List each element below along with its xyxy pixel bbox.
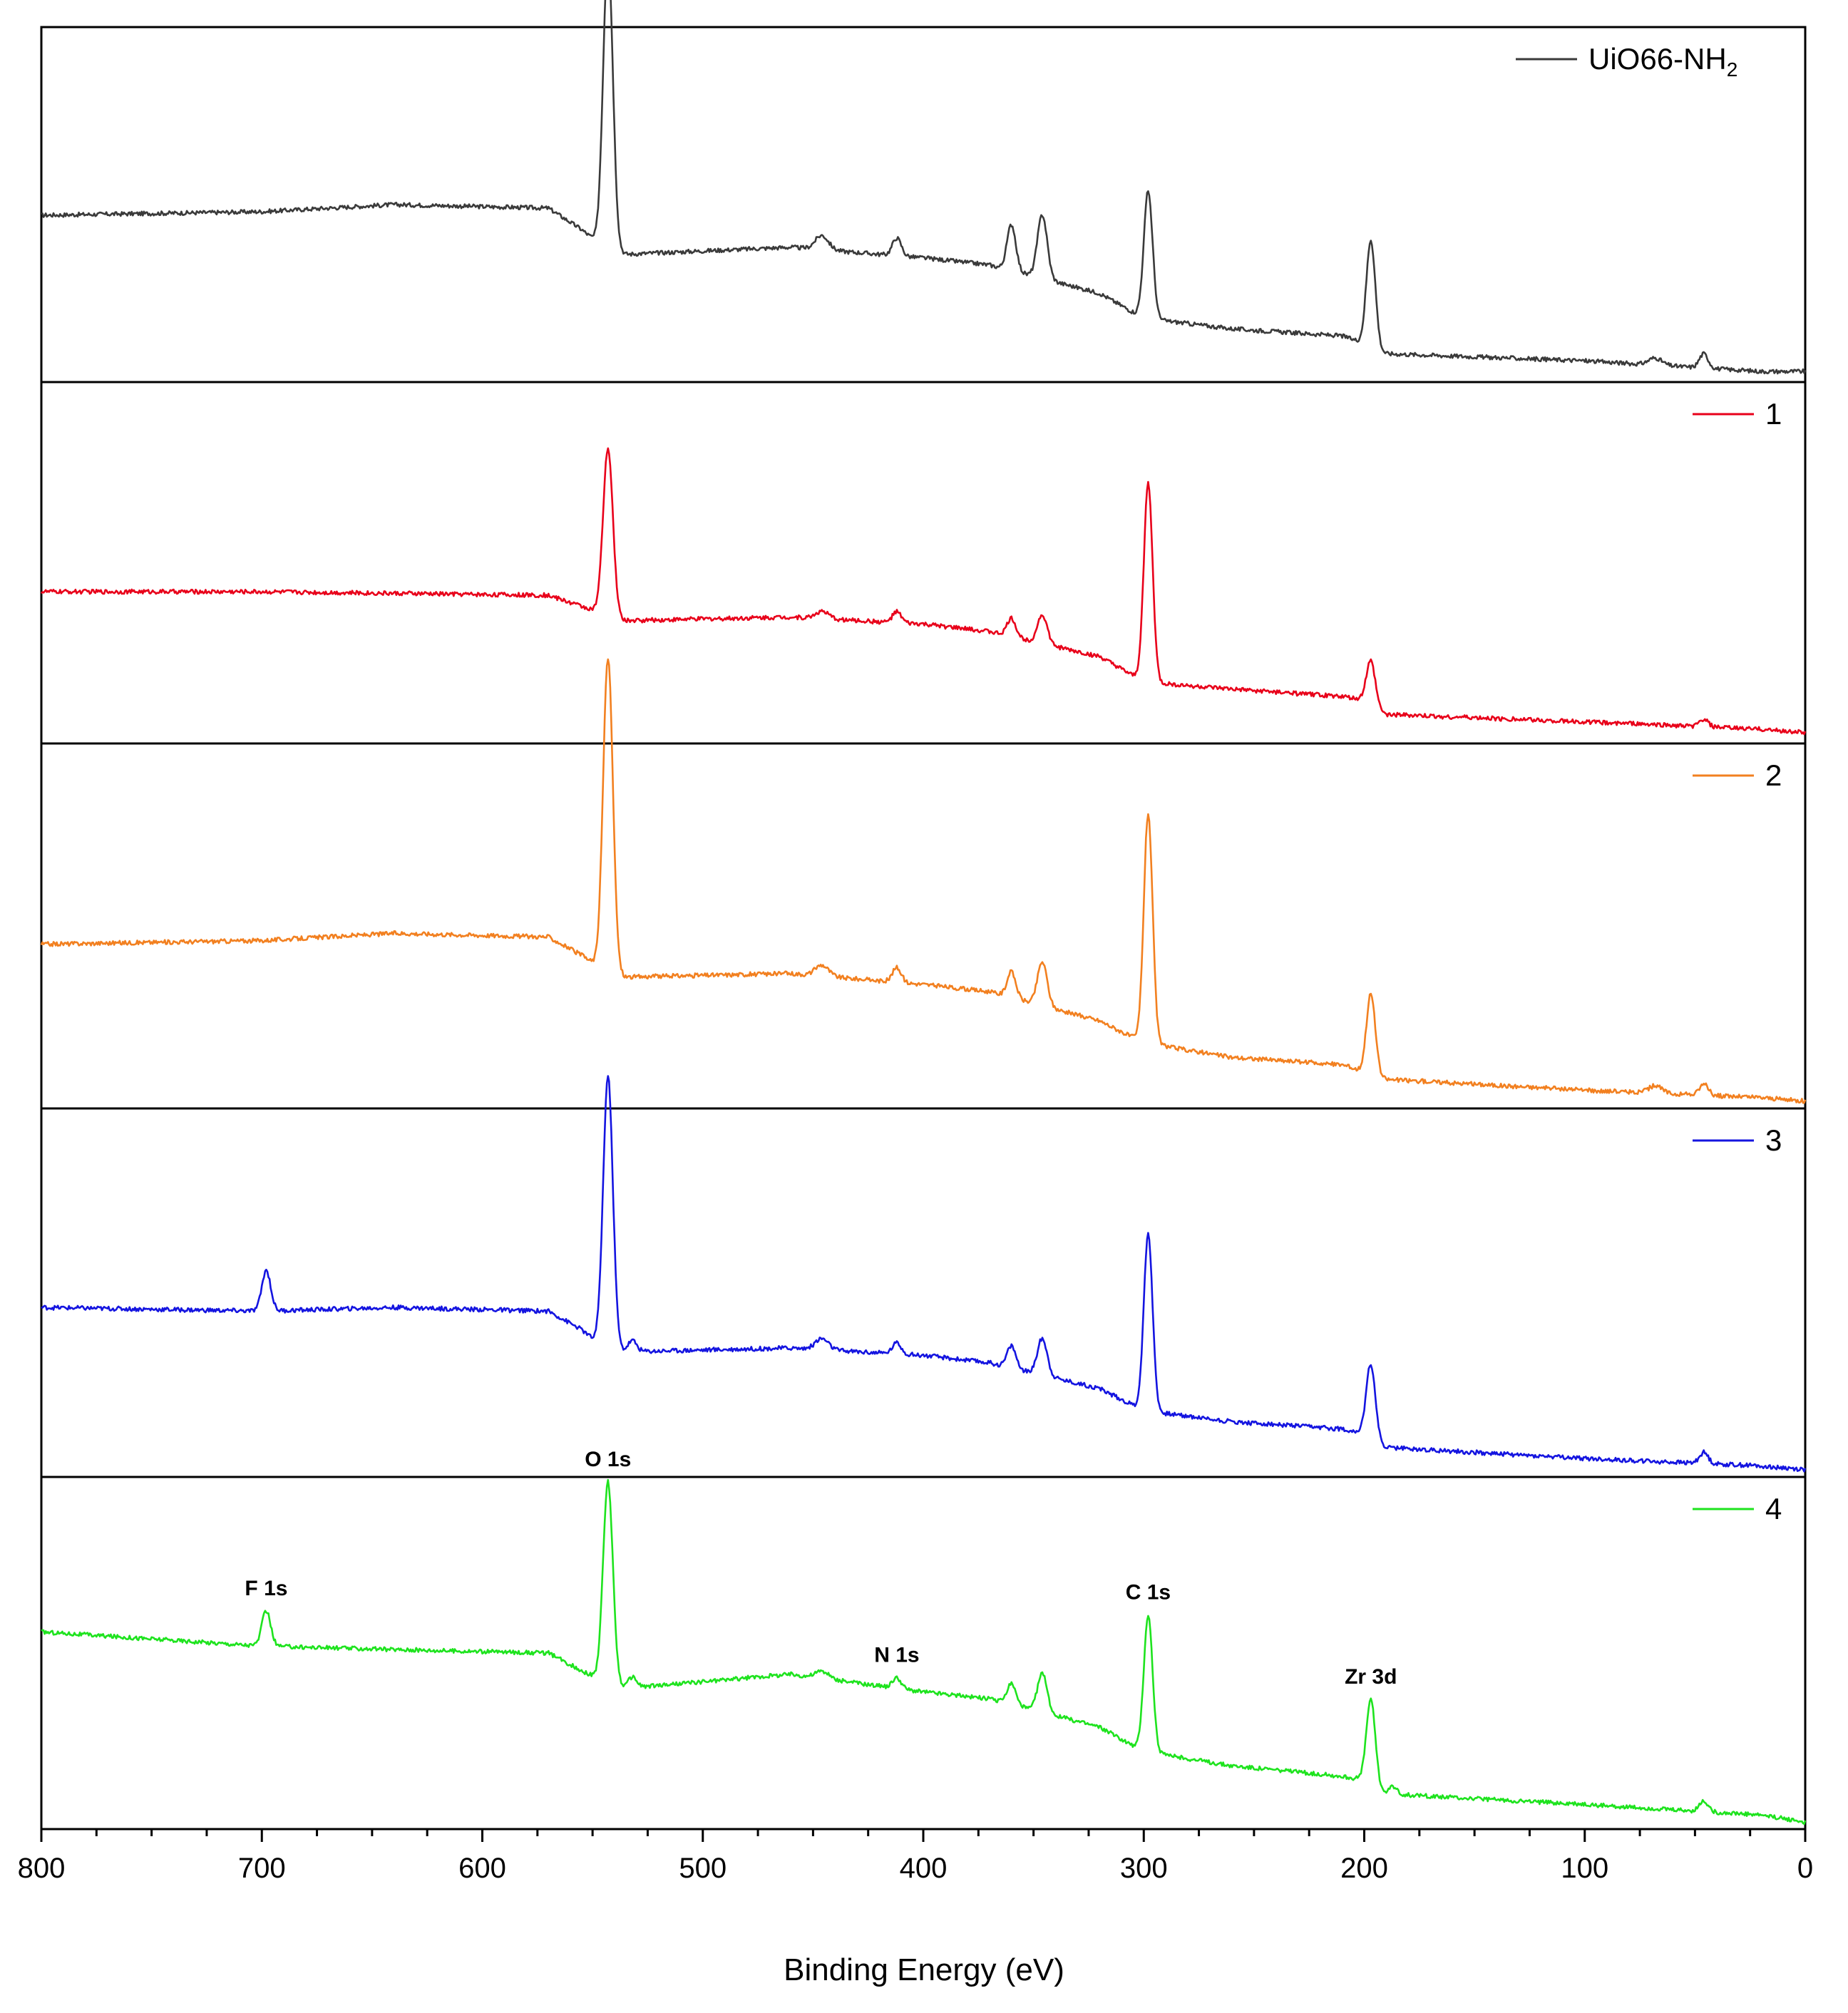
series-line-4 xyxy=(41,1478,1807,1826)
panel-frame xyxy=(40,742,1807,1110)
panel-2: 1 xyxy=(40,381,1807,745)
legend-label-main: 1 xyxy=(1765,397,1782,431)
legend-2: 2 xyxy=(1693,758,1782,792)
legend-label-main: 3 xyxy=(1765,1123,1782,1157)
legend-UiO66-NH2: UiO66-NH2 xyxy=(1516,42,1737,81)
panel-1: UiO66-NH2 xyxy=(40,0,1807,383)
legend-label-subscript: 2 xyxy=(1727,58,1738,81)
x-tick-label: 300 xyxy=(1120,1853,1168,1884)
panel-frame xyxy=(40,1107,1807,1478)
x-tick-label: 500 xyxy=(679,1853,727,1884)
peak-label: Zr 3d xyxy=(1345,1665,1397,1689)
x-tick-label: 400 xyxy=(900,1853,948,1884)
panel-frame xyxy=(40,26,1807,383)
x-tick-label: 0 xyxy=(1797,1853,1813,1884)
x-tick-label: 100 xyxy=(1561,1853,1608,1884)
legend-3: 3 xyxy=(1693,1123,1782,1157)
legend-label-main: 2 xyxy=(1765,758,1782,792)
x-tick-label: 600 xyxy=(458,1853,506,1884)
x-axis: 800 700 600 500 400 300 200 100 0 xyxy=(18,1829,1813,1884)
legend-label: 1 xyxy=(1765,397,1782,431)
x-tick-label: 800 xyxy=(18,1853,66,1884)
legend-label: 4 xyxy=(1765,1492,1782,1525)
series-line-2 xyxy=(40,658,1807,1104)
series-line-1 xyxy=(40,447,1807,736)
legend-label-main: 4 xyxy=(1765,1492,1782,1525)
peak-label: O 1s xyxy=(585,1448,631,1471)
panel-frame xyxy=(40,1476,1807,1831)
x-tick-label: 200 xyxy=(1340,1853,1388,1884)
legend-label: UiO66-NH2 xyxy=(1588,42,1737,81)
panel-frame xyxy=(40,381,1807,745)
series-line-3 xyxy=(41,1075,1807,1473)
series-line-UiO66-NH2 xyxy=(41,0,1807,375)
legend-1: 1 xyxy=(1693,397,1782,431)
peak-label: C 1s xyxy=(1126,1581,1171,1605)
legend-label: 2 xyxy=(1765,758,1782,792)
panel-3: 2 xyxy=(40,658,1807,1110)
panel-4: 3 xyxy=(40,1075,1807,1478)
panel-5: 4 xyxy=(40,1476,1807,1831)
legend-4: 4 xyxy=(1693,1492,1782,1525)
x-axis-title: Binding Energy (eV) xyxy=(784,1952,1064,1987)
peak-label: F 1s xyxy=(245,1577,287,1600)
legend-label: 3 xyxy=(1765,1123,1782,1157)
legend-label-main: UiO66-NH xyxy=(1588,42,1727,76)
x-tick-label: 700 xyxy=(238,1853,286,1884)
peak-label: N 1s xyxy=(874,1644,919,1667)
